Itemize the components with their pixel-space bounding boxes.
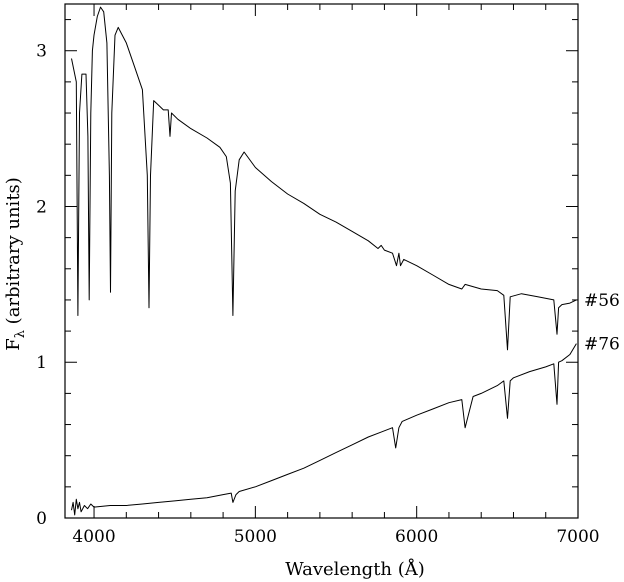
y-axis-title: Fλ (arbitrary units) xyxy=(3,177,28,351)
x-axis-title: Wavelength (Å) xyxy=(285,558,425,580)
series-line-1 xyxy=(71,6,577,351)
axis-tick-labels: 4000 5000 6000 7000 0 1 2 3 xyxy=(36,42,599,547)
spectrum-labels: #56 #76 xyxy=(584,291,620,355)
x-tick-label: 5000 xyxy=(234,527,277,547)
series-label-1: #56 xyxy=(584,291,620,311)
x-tick-label: 6000 xyxy=(395,527,438,547)
y-axis-title-main: F xyxy=(3,338,24,351)
x-tick-label: 7000 xyxy=(556,527,599,547)
series-line-2 xyxy=(71,343,577,516)
y-tick-label: 0 xyxy=(36,509,47,529)
axis-ticks xyxy=(65,4,579,519)
x-tick-label: 4000 xyxy=(72,527,115,547)
y-tick-label: 2 xyxy=(36,197,47,217)
y-tick-label: 1 xyxy=(36,353,47,373)
series-label-2: #76 xyxy=(584,335,620,355)
y-axis-title-subscript: λ xyxy=(13,330,28,338)
spectrum-lines xyxy=(71,6,577,516)
plot-border xyxy=(64,3,579,519)
plot-area xyxy=(64,3,579,519)
y-tick-label: 3 xyxy=(36,42,47,62)
y-axis-title-rest: (arbitrary units) xyxy=(3,177,24,330)
